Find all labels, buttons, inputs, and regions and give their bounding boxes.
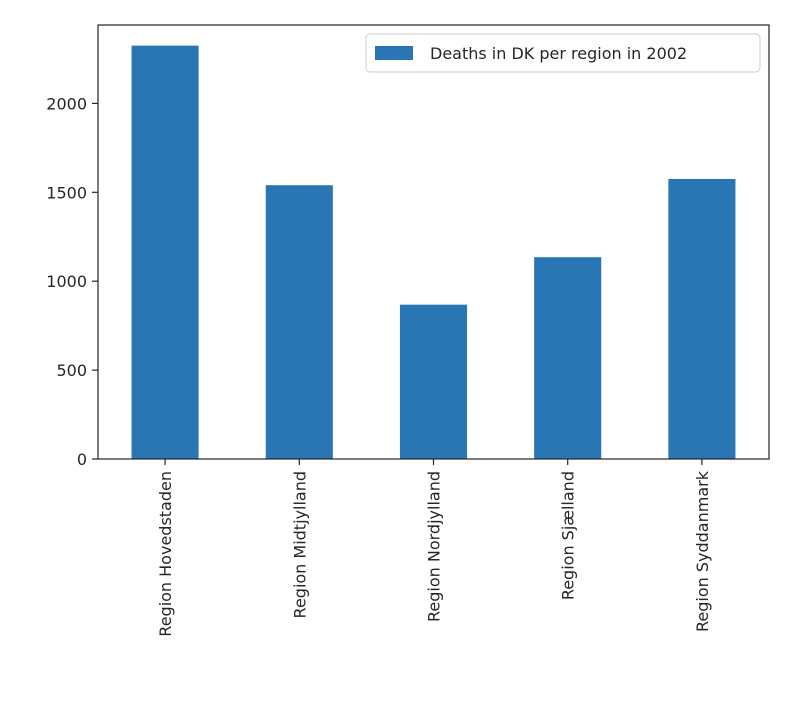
legend-label: Deaths in DK per region in 2002 <box>430 44 687 63</box>
y-tick-label-3: 1500 <box>46 183 87 202</box>
legend: Deaths in DK per region in 2002 <box>365 33 761 73</box>
y-tick-label-2: 1000 <box>46 272 87 291</box>
bar-4 <box>668 178 736 459</box>
y-tick-label-1: 500 <box>56 361 87 380</box>
bar-1 <box>265 185 333 459</box>
bar-0 <box>131 45 199 460</box>
y-tick-label-0: 0 <box>77 450 87 469</box>
legend-swatch <box>375 46 413 60</box>
x-tick-label-0: Region Hovedstaden <box>156 471 175 637</box>
x-tick-label-1: Region Midtjylland <box>290 471 309 618</box>
bar-3 <box>534 257 602 459</box>
x-tick-label-3: Region Sjælland <box>559 471 578 600</box>
legend-box <box>365 33 761 73</box>
y-tick-label-4: 2000 <box>46 94 87 113</box>
ticks-layer: 0 500 1000 1500 2000 Region Hovedstaden Region… <box>46 94 712 636</box>
bars-layer <box>131 45 736 460</box>
x-tick-label-4: Region Syddanmark <box>693 470 712 632</box>
x-tick-label-2: Region Nordjylland <box>425 471 444 622</box>
bar-2 <box>399 304 468 459</box>
